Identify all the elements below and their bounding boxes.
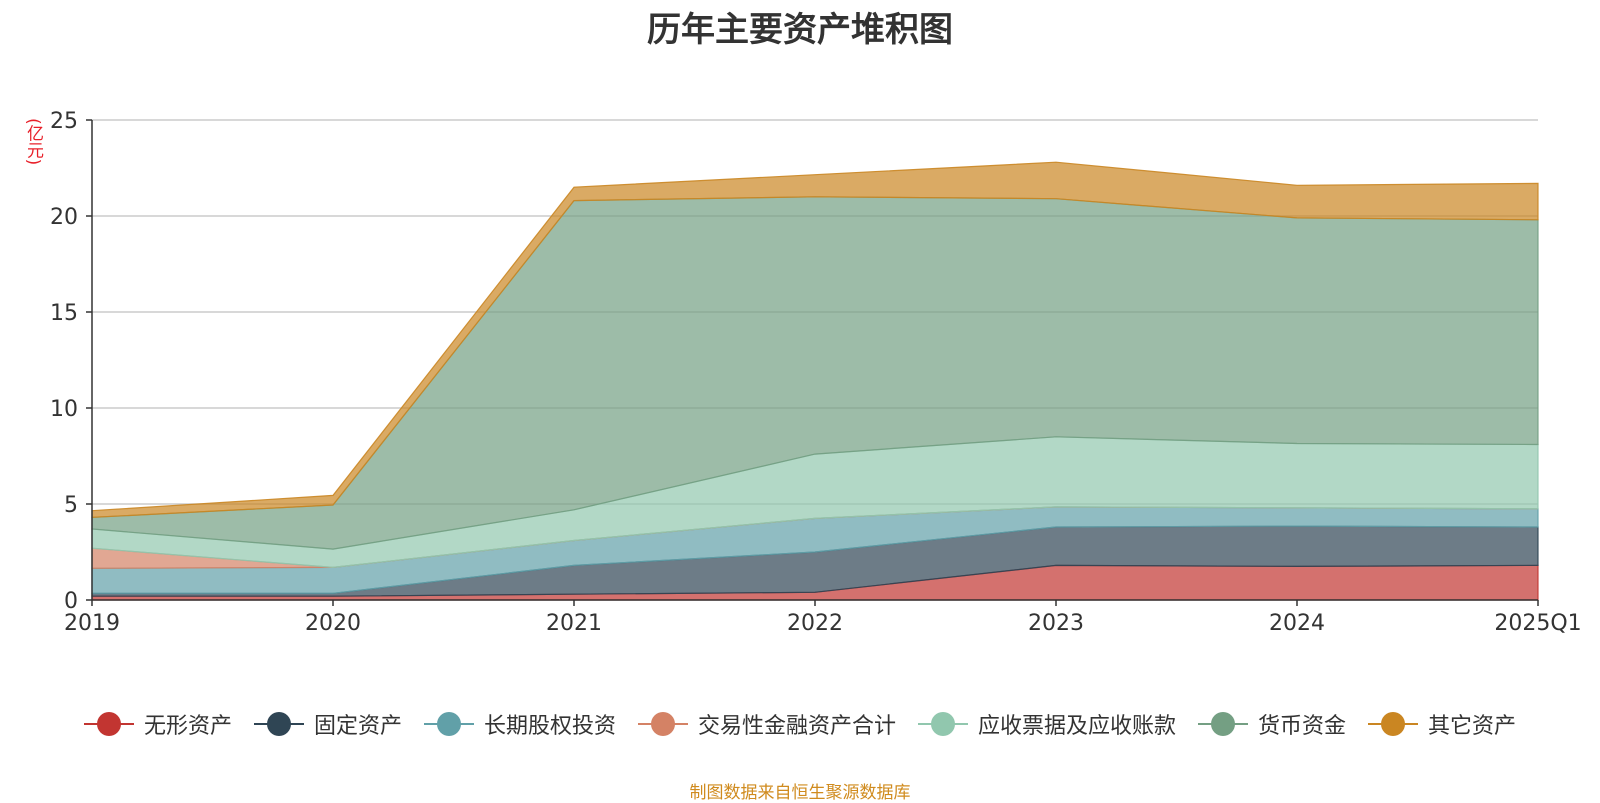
legend-item[interactable]: 长期股权投资 [423,708,616,740]
legend-marker-icon [637,712,688,736]
legend-marker-icon [1368,712,1419,736]
legend-item[interactable]: 货币资金 [1198,708,1346,740]
x-tick-label: 2020 [305,611,361,636]
legend-item[interactable]: 固定资产 [253,708,402,740]
y-tick-label: 5 [64,493,78,518]
x-tick-label: 2021 [546,611,602,636]
legend-marker-icon [83,712,134,736]
y-axis-unit-label: (亿元) [23,118,43,166]
legend-label: 无形资产 [143,714,232,739]
x-tick-label: 2019 [64,611,120,636]
legend-item[interactable]: 无形资产 [83,708,232,740]
legend-label: 其它资产 [1428,714,1517,739]
legend-item[interactable]: 其它资产 [1368,708,1516,740]
x-tick-label: 2023 [1028,611,1084,636]
legend-item[interactable]: 应收票据及应收账款 [918,708,1176,740]
chart-title: 历年主要资产堆积图 [647,10,953,50]
data-source-note: 制图数据来自恒生聚源数据库 [689,783,911,803]
x-tick-label: 2022 [787,611,843,636]
y-tick-label: 10 [50,397,78,422]
y-tick-label: 15 [50,301,78,326]
y-tick-label: 0 [64,589,78,614]
y-tick-label: 20 [50,205,78,230]
legend-label: 固定资产 [313,714,402,739]
x-tick-label: 2025Q1 [1494,611,1581,636]
legend-marker-icon [423,712,474,736]
legend-marker-icon [1198,712,1249,736]
x-tick-label: 2024 [1269,611,1325,636]
legend-marker-icon [253,712,304,736]
legend-label: 长期股权投资 [483,714,616,739]
legend-label: 应收票据及应收账款 [978,714,1177,739]
area-series-7 [91,161,1539,519]
y-tick-label: 25 [50,109,78,134]
legend-item[interactable]: 交易性金融资产合计 [637,708,896,740]
legend-label: 交易性金融资产合计 [697,714,896,739]
legend-marker-icon [918,712,968,736]
legend: 无形资产 固定资产 长期股权投资 交易性金融资产合计 应收票据及应收账款 货币资金 其它资产 [0,708,1600,740]
legend-label: 货币资金 [1258,714,1347,739]
